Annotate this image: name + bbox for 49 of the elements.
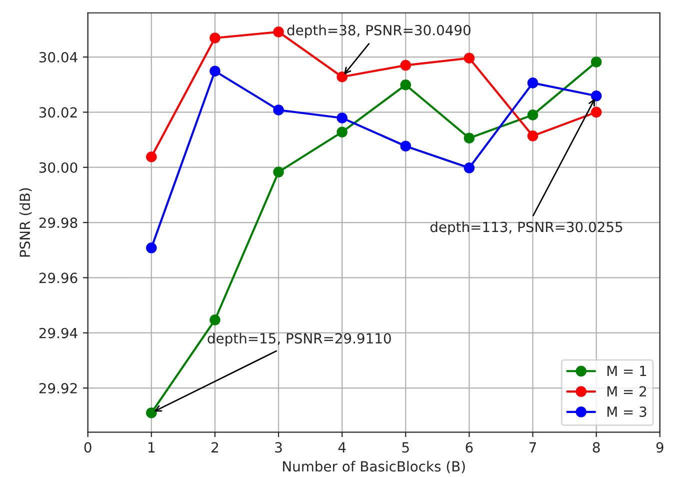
point	[146, 151, 157, 162]
annotation: depth=113, PSNR=30.0255	[430, 221, 622, 235]
point	[146, 407, 157, 418]
point	[210, 314, 220, 326]
point	[400, 140, 412, 152]
y-tick-label: 30.04	[39, 52, 78, 62]
point	[146, 242, 157, 254]
point	[527, 130, 538, 142]
x-tick-label: 6	[466, 442, 473, 453]
point	[464, 162, 475, 174]
point	[336, 71, 348, 82]
point	[210, 66, 220, 76]
legend-label: M = 3	[607, 406, 646, 417]
annotation: depth=38, PSNR=30.0490	[287, 24, 470, 38]
y-tick-label: 30.00	[39, 162, 78, 173]
point	[273, 26, 284, 38]
point	[590, 90, 602, 102]
point	[590, 56, 602, 68]
x-tick-label: 7	[529, 442, 536, 452]
y-tick-label: 29.94	[39, 328, 78, 338]
y-tick-label: 29.98	[39, 217, 78, 228]
x-tick-label: 2	[212, 442, 218, 452]
x-tick-label: 8	[592, 442, 600, 453]
x-tick-label: 4	[338, 442, 346, 452]
x-tick-label: 9	[656, 442, 664, 453]
x-axis-title: Number of BasicBlocks (B)	[283, 460, 465, 474]
point	[273, 166, 284, 178]
point	[527, 110, 538, 120]
y-tick-label: 29.96	[39, 272, 78, 284]
point	[210, 32, 220, 44]
point	[336, 112, 348, 124]
x-tick-label: 3	[275, 442, 282, 453]
legend-label: M = 2	[607, 386, 646, 396]
point	[400, 79, 412, 90]
point	[464, 52, 475, 64]
point	[400, 60, 412, 71]
point	[590, 106, 602, 118]
y-tick-label: 30.02	[39, 107, 77, 118]
point	[273, 104, 284, 116]
point	[527, 78, 538, 88]
y-tick-label: 29.92	[39, 382, 77, 394]
y-axis-title: PSNR (dB)	[19, 188, 32, 257]
annotation: depth=15, PSNR=29.9110	[208, 332, 391, 346]
x-tick-label: 5	[402, 442, 409, 453]
x-tick-label: 1	[148, 442, 155, 452]
point	[464, 132, 475, 144]
x-tick-label: 0	[84, 442, 92, 453]
point	[336, 126, 348, 138]
legend-label: M = 1	[607, 366, 646, 376]
